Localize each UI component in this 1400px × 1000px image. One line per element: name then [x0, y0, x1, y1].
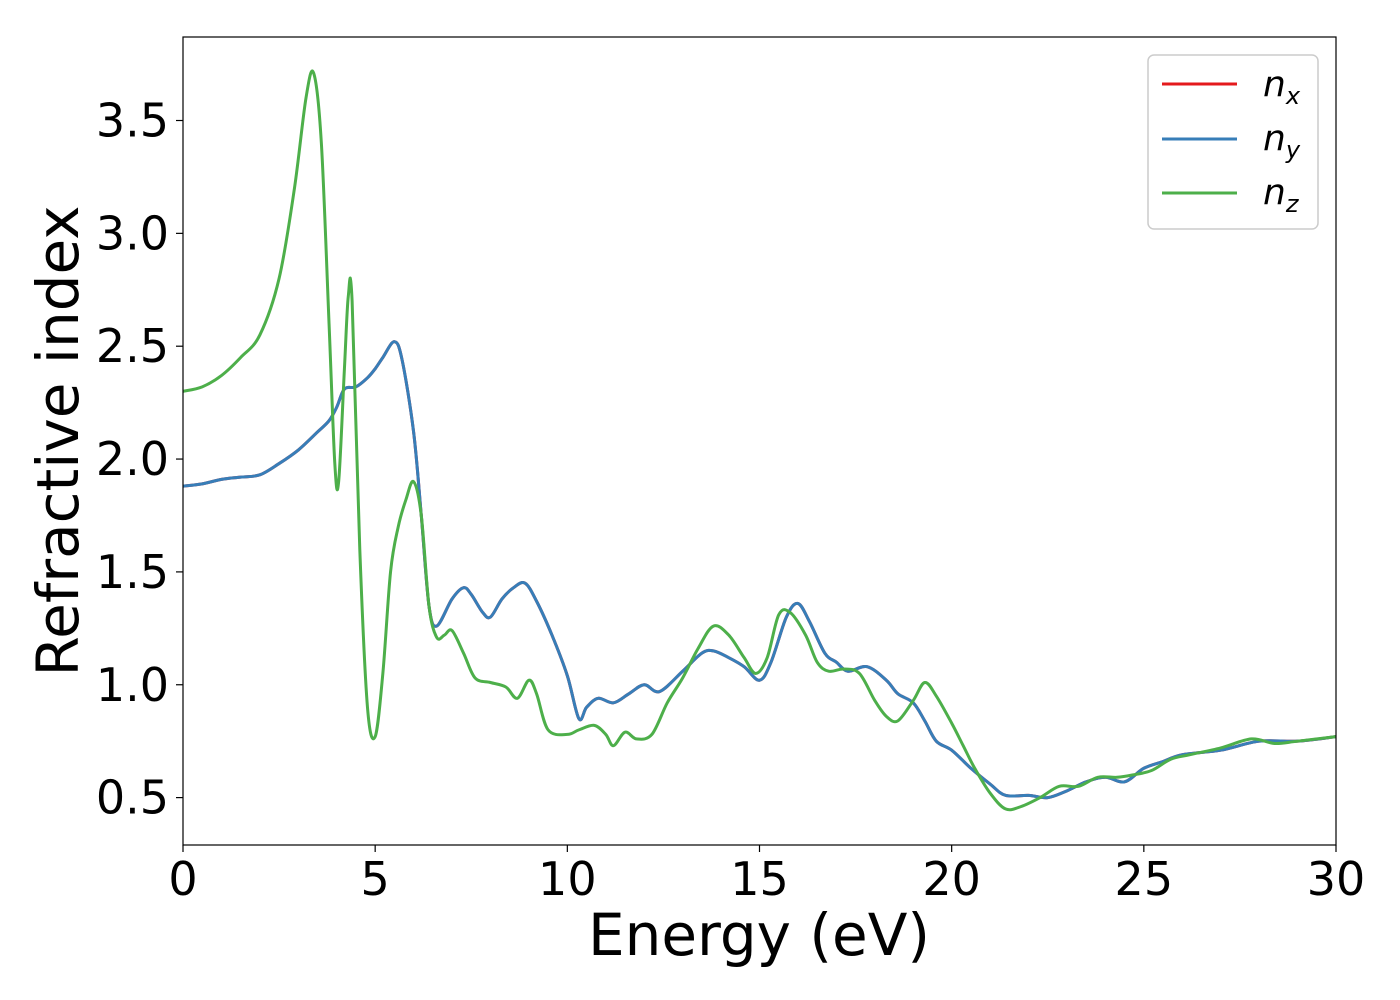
- x-tick-label: 5: [361, 852, 390, 906]
- x-tick-label: 25: [1115, 852, 1174, 906]
- y-tick-label: 2.5: [96, 319, 169, 373]
- x-tick-label: 30: [1307, 852, 1366, 906]
- x-tick-label: 10: [538, 852, 597, 906]
- x-axis-title: Energy (eV): [588, 901, 930, 969]
- y-tick-label: 2.0: [96, 432, 169, 486]
- legend-label-nx: nx: [1263, 64, 1301, 110]
- legend: nx ny nz: [1147, 54, 1319, 230]
- plot-background: [183, 37, 1336, 845]
- x-tick-label: 0: [168, 852, 197, 906]
- y-tick-label: 3.0: [96, 206, 169, 260]
- legend-label-ny: ny: [1263, 118, 1301, 164]
- y-tick-label: 3.5: [96, 94, 169, 148]
- x-tick-label: 20: [922, 852, 981, 906]
- series-line-nz: [183, 69, 1336, 812]
- y-tick-label: 1.5: [96, 545, 169, 599]
- y-tick-label: 1.0: [96, 658, 169, 712]
- y-axis-ticks: 0.5 1.0 1.5 2.0 2.5 3.0 3.5: [96, 94, 183, 825]
- x-axis-ticks: 0 5 10 15 20 25 30: [168, 845, 1365, 906]
- legend-label-nz: nz: [1263, 172, 1300, 218]
- series-layer: [183, 69, 1336, 812]
- y-tick-label: 0.5: [96, 771, 169, 825]
- series-line-ny: [183, 340, 1336, 800]
- y-axis-title: Refractive index: [24, 205, 92, 676]
- legend-box: [1147, 54, 1319, 230]
- x-tick-label: 15: [730, 852, 789, 906]
